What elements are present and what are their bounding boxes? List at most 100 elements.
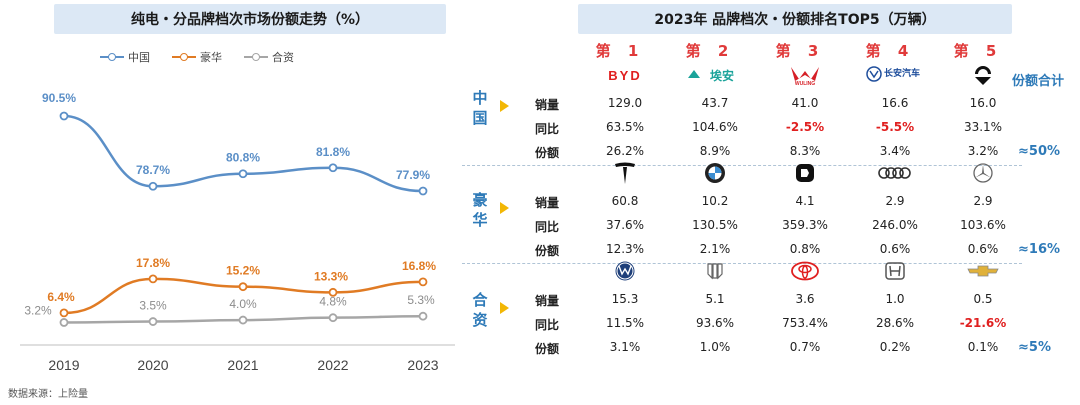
legend-item-luxury: 豪华 <box>172 49 222 65</box>
table-cell: 2.9 <box>973 194 993 208</box>
row-label: 份额 <box>534 244 559 258</box>
data-point <box>59 308 69 318</box>
table-cell: 2.1% <box>699 242 731 256</box>
table-cell: 3.1% <box>609 340 641 354</box>
smart-logo-icon <box>796 164 814 182</box>
table-cell: 37.6% <box>605 218 645 232</box>
group-label: 豪华 <box>472 191 488 229</box>
legend-swatch-china <box>100 53 124 61</box>
data-label: 5.3% <box>407 293 435 307</box>
legend-item-jv: 合资 <box>244 49 294 65</box>
brand-logo-长安汽车: 长安汽车 <box>865 64 925 86</box>
svg-text:WULING: WULING <box>795 81 815 85</box>
table-cell: -21.6% <box>959 316 1007 330</box>
table-cell: 0.5 <box>973 292 993 306</box>
table-cell: 26.2% <box>605 144 645 158</box>
table-cell: 8.3% <box>789 144 821 158</box>
WULING-logo-icon: WULING <box>791 67 819 85</box>
data-label: 17.8% <box>136 256 170 270</box>
x-tick-label: 2020 <box>137 357 168 373</box>
legend-swatch-jv <box>244 53 268 61</box>
line-chart: 2019 2020 2021 2022 2023 90.5% 78.7% 80.8% 81.8%… <box>20 91 455 373</box>
table-cell: 0.2% <box>879 340 911 354</box>
data-label: 4.0% <box>229 297 257 311</box>
data-label: 13.3% <box>314 269 348 283</box>
data-point <box>328 313 338 323</box>
table-cell: 129.0 <box>607 96 643 110</box>
table-cell: 359.3% <box>782 218 828 232</box>
table-cell: 16.6 <box>881 96 909 110</box>
brand-logo-toyota <box>775 260 835 282</box>
x-tick-label: 2021 <box>227 357 258 373</box>
data-point <box>148 317 158 326</box>
brand-logo-honda <box>865 260 925 282</box>
table-cell: 8.9% <box>699 144 731 158</box>
brand-logo-nio <box>953 64 1013 86</box>
x-tick-label: 2019 <box>48 357 79 373</box>
data-label: 3.2% <box>24 303 52 317</box>
data-label: 90.5% <box>42 91 76 105</box>
data-point <box>148 274 158 284</box>
brand-logo-audi <box>865 162 925 184</box>
brand-logo-bmw <box>685 162 745 184</box>
data-label: 77.9% <box>396 168 430 182</box>
data-point <box>328 163 338 173</box>
legend-label-luxury: 豪华 <box>200 51 222 64</box>
埃安-logo-icon: 埃安 <box>688 68 734 83</box>
data-point <box>328 287 338 297</box>
table-cell: 3.6 <box>795 292 815 306</box>
series-line-0 <box>63 114 424 193</box>
group-separator <box>462 165 1022 166</box>
table-cell: 60.8 <box>611 194 639 208</box>
table-cell: 43.7 <box>701 96 729 110</box>
table-cell: 753.4% <box>782 316 828 330</box>
table-cell: 11.5% <box>605 316 645 330</box>
NIO-logo-icon <box>975 66 991 85</box>
rank-header: 第 2 <box>685 42 735 60</box>
svg-text:BYD: BYD <box>608 68 641 82</box>
table-cell: 93.6% <box>695 316 735 330</box>
table-cell: 33.1% <box>963 120 1003 134</box>
table-cell: 5.1 <box>705 292 725 306</box>
data-label: 81.8% <box>316 145 350 159</box>
table-cell: 0.8% <box>789 242 821 256</box>
rank-header: 第 3 <box>775 42 825 60</box>
table-cell: 130.5% <box>692 218 738 232</box>
table-cell: 41.0 <box>791 96 819 110</box>
right-table-title: 2023年 品牌档次・份额排名TOP5（万辆） <box>578 4 1012 34</box>
group-label: 合资 <box>472 291 488 329</box>
group-separator <box>462 263 1022 264</box>
Tesla-logo-icon <box>615 162 635 184</box>
data-source-note: 数据来源：上险量 <box>8 389 88 400</box>
brand-logo-byd: BYD <box>595 64 655 86</box>
share-total-value: ≈5% <box>1018 340 1051 355</box>
x-tick-label: 2023 <box>407 357 438 373</box>
row-label: 同比 <box>534 220 559 234</box>
table-cell: 0.1% <box>967 340 999 354</box>
Toyota-logo-icon <box>791 261 819 281</box>
长安汽车-logo-icon: 长安汽车 <box>866 66 920 82</box>
data-point <box>59 318 69 327</box>
table-cell: 104.6% <box>692 120 738 134</box>
data-point <box>148 181 158 191</box>
data-point <box>418 186 428 196</box>
data-point <box>59 111 69 121</box>
row-label: 份额 <box>534 342 559 356</box>
table-cell: 103.6% <box>960 218 1006 232</box>
table-cell: 1.0 <box>885 292 905 306</box>
arrow-icon <box>500 100 509 112</box>
Chevrolet-logo-icon <box>967 265 999 277</box>
group-label: 中国 <box>472 89 488 127</box>
legend-label-jv: 合资 <box>272 51 294 64</box>
table-cell: 3.2% <box>967 144 999 158</box>
row-label: 份额 <box>534 146 559 160</box>
table-cell: 12.3% <box>605 242 645 256</box>
arrow-icon <box>500 202 509 214</box>
Volkswagen-logo-icon <box>615 261 635 281</box>
table-cell: 4.1 <box>795 194 815 208</box>
legend-item-china: 中国 <box>100 49 150 65</box>
row-label: 销量 <box>534 196 559 210</box>
table-cell: 63.5% <box>605 120 645 134</box>
table-cell: 16.0 <box>969 96 997 110</box>
brand-logo-wuling: WULING <box>775 64 835 86</box>
